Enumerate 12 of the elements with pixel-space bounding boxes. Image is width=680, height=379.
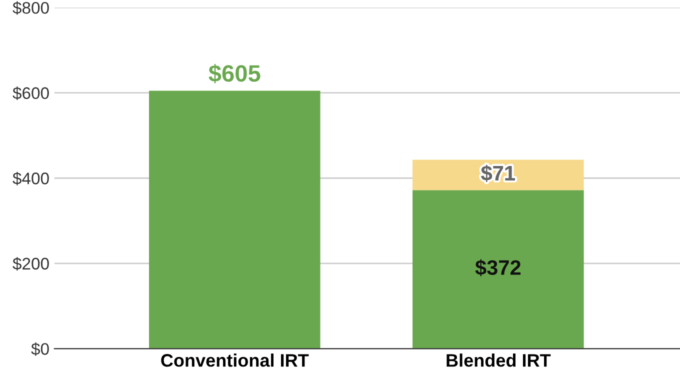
y-tick-label: $800 bbox=[12, 1, 49, 15]
x-tick-label: Blended IRT bbox=[446, 354, 551, 367]
data-label: $71 bbox=[481, 164, 515, 182]
y-tick-label: $600 bbox=[12, 86, 49, 100]
data-label: $605 bbox=[208, 64, 260, 84]
data-label: $372 bbox=[475, 259, 521, 276]
bar bbox=[412, 190, 584, 349]
y-tick-label: $400 bbox=[12, 172, 49, 186]
y-tick-label: $0 bbox=[31, 342, 49, 356]
bar bbox=[149, 90, 320, 349]
x-tick-label: Conventional IRT bbox=[161, 354, 309, 367]
y-tick-label: $200 bbox=[12, 257, 49, 271]
